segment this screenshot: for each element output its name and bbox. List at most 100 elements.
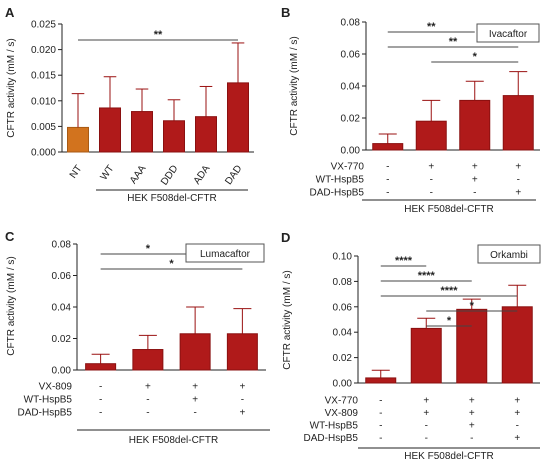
panel-d-condition-sign: + <box>514 408 520 419</box>
panel-b-condition-label: DAD-HspB5 <box>310 188 365 199</box>
panel-b-sig-label: ** <box>427 21 436 33</box>
panel-a-category-label: DDD <box>159 163 180 187</box>
panel-b-sig-label: ** <box>449 36 458 48</box>
panel-d-condition-sign: + <box>469 408 475 419</box>
panel-a-ytick-label: 0.000 <box>31 148 56 159</box>
panel-b-bar <box>415 120 447 151</box>
panel-c-condition-label: WT-HspB5 <box>24 395 73 406</box>
panel-d-condition-label: VX-809 <box>325 408 359 419</box>
panel-b-bar <box>372 143 404 151</box>
panel-a-ytick-label: 0.005 <box>31 122 56 133</box>
panel-c-bar <box>179 333 211 371</box>
panel-a-letter: A <box>5 5 15 20</box>
panel-d-condition-sign: + <box>514 433 520 444</box>
panel-d-sig-label: * <box>447 315 452 327</box>
panel-b-sig-label: * <box>473 51 478 63</box>
panel-c-letter: C <box>5 229 15 244</box>
panel-d-sig-label: * <box>470 300 475 312</box>
panel-d-y-label: CFTR activity (mM / s) <box>282 270 293 369</box>
panel-a-ytick-label: 0.020 <box>31 45 56 56</box>
panel-b-bar <box>459 99 491 151</box>
panel-d-condition-sign: - <box>425 433 428 444</box>
panel-c-condition-sign: + <box>239 408 245 419</box>
panel-d-ytick-label: 0.08 <box>333 277 353 288</box>
panel-c-condition-sign: - <box>99 382 102 393</box>
panel-b-condition-sign: - <box>430 175 433 186</box>
panel-c-ytick-label: 0.00 <box>52 366 72 377</box>
panel-a-category-label: NT <box>68 163 85 180</box>
panel-d-condition-sign: - <box>379 433 382 444</box>
panel-d-condition-sign: + <box>469 421 475 432</box>
panel-c-drug-label: Lumacaftor <box>200 249 251 260</box>
panel-a-bar <box>195 116 217 153</box>
panel-b-condition-sign: - <box>517 175 520 186</box>
panel-a-x-title: HEK F508del-CFTR <box>127 193 216 204</box>
panel-a-ytick-label: 0.025 <box>31 20 56 31</box>
panel-c-y-label: CFTR activity (mM / s) <box>6 256 17 355</box>
panel-b-condition-label: WT-HspB5 <box>316 175 365 186</box>
panel-a-category-label: WT <box>99 163 117 182</box>
panel-b-drug-label: Ivacaftor <box>489 29 528 40</box>
panel-b-condition-sign: - <box>386 188 389 199</box>
panel-d-bar <box>456 308 488 384</box>
panel-b-condition-sign: + <box>472 162 478 173</box>
panel-c-sig-label: * <box>169 258 174 270</box>
panel-b-ytick-label: 0.00 <box>341 146 361 157</box>
panel-a-bar <box>131 111 153 153</box>
panel-b-ytick-label: 0.04 <box>341 82 361 93</box>
panel-d-x-title: HEK F508del-CFTR <box>404 451 493 462</box>
panel-b-condition-label: VX-770 <box>331 162 365 173</box>
panel-c-ytick-label: 0.02 <box>52 334 72 345</box>
panel-a-bar <box>163 120 185 153</box>
panel-d-condition-sign: - <box>516 421 519 432</box>
panel-d-condition-sign: + <box>514 396 520 407</box>
panel-d-drug-box <box>477 244 541 264</box>
panel-b-ytick-label: 0.02 <box>341 114 361 125</box>
panel-b-bar <box>502 95 534 151</box>
panel-c-bar <box>226 333 258 371</box>
panel-b-condition-sign: - <box>386 175 389 186</box>
panel-d-condition-sign: + <box>423 396 429 407</box>
panel-d-condition-sign: - <box>425 421 428 432</box>
panel-d-condition-label: DAD-HspB5 <box>304 433 359 444</box>
panel-b-condition-sign: + <box>428 162 434 173</box>
panel-a-category-label: AAA <box>128 163 149 186</box>
panel-a-bar <box>99 107 121 153</box>
panel-d-condition-sign: + <box>423 408 429 419</box>
panel-d-sig-label: **** <box>395 255 413 267</box>
panel-d-ytick-label: 0.10 <box>333 252 353 263</box>
panel-d-condition-label: VX-770 <box>325 396 359 407</box>
panel-c-condition-sign: - <box>146 395 149 406</box>
panel-b-ytick-label: 0.06 <box>341 50 361 61</box>
panel-b-drug-box <box>476 23 540 43</box>
panel-d-sig-label: **** <box>440 285 458 297</box>
panel-d-drug-label: Orkambi <box>490 250 528 261</box>
panel-b-condition-sign: - <box>430 188 433 199</box>
panel-c-condition-sign: - <box>193 408 196 419</box>
panel-a-ytick-label: 0.010 <box>31 96 56 107</box>
panel-a-bar <box>227 82 249 153</box>
panel-c-condition-sign: - <box>146 408 149 419</box>
panel-d-sig-label: **** <box>418 270 436 282</box>
panel-c-sig-label: * <box>146 243 151 255</box>
panel-c-condition-sign: + <box>145 382 151 393</box>
panel-b-condition-sign: + <box>472 175 478 186</box>
panel-d-ytick-label: 0.06 <box>333 302 353 313</box>
panel-c-ytick-label: 0.04 <box>52 303 72 314</box>
panel-d-ytick-label: 0.04 <box>333 328 353 339</box>
panel-c-condition-label: VX-809 <box>39 382 73 393</box>
panel-a-category-label: DAD <box>223 163 244 187</box>
panel-d-bar <box>410 327 442 384</box>
panel-c-condition-sign: - <box>99 395 102 406</box>
panel-d-condition-label: WT-HspB5 <box>310 421 359 432</box>
panel-c-condition-sign: - <box>241 395 244 406</box>
panel-d-letter: D <box>281 230 290 245</box>
panel-d-condition-sign: - <box>379 421 382 432</box>
panel-c-x-title: HEK F508del-CFTR <box>129 435 218 446</box>
panel-a-bar <box>67 126 89 153</box>
panel-b-condition-sign: - <box>473 188 476 199</box>
panel-d-ytick-label: 0.02 <box>333 353 353 364</box>
panel-b-condition-sign: + <box>515 188 521 199</box>
panel-c-bar <box>132 349 164 371</box>
